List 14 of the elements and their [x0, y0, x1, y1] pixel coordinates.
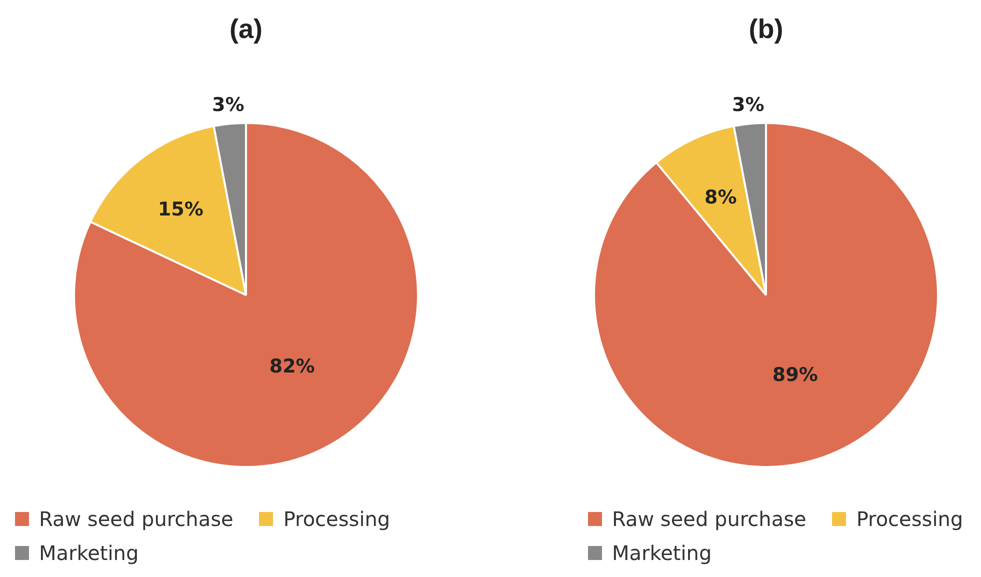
data-label: 8%	[704, 186, 737, 208]
legend-label: Marketing	[612, 540, 712, 567]
legend-label: Processing	[856, 506, 964, 533]
legend-label: Marketing	[39, 540, 139, 567]
legend-label: Raw seed purchase	[39, 506, 234, 533]
chart-title: (b)	[748, 14, 784, 45]
data-label: 3%	[732, 94, 764, 116]
data-label: 15%	[158, 198, 204, 221]
data-label: 3%	[212, 94, 244, 116]
data-label: 82%	[269, 356, 315, 378]
chart-title: (a)	[228, 14, 264, 45]
data-label: 89%	[772, 364, 818, 386]
legend-label: Raw seed purchase	[612, 506, 806, 533]
legend-label: Processing	[283, 506, 390, 533]
